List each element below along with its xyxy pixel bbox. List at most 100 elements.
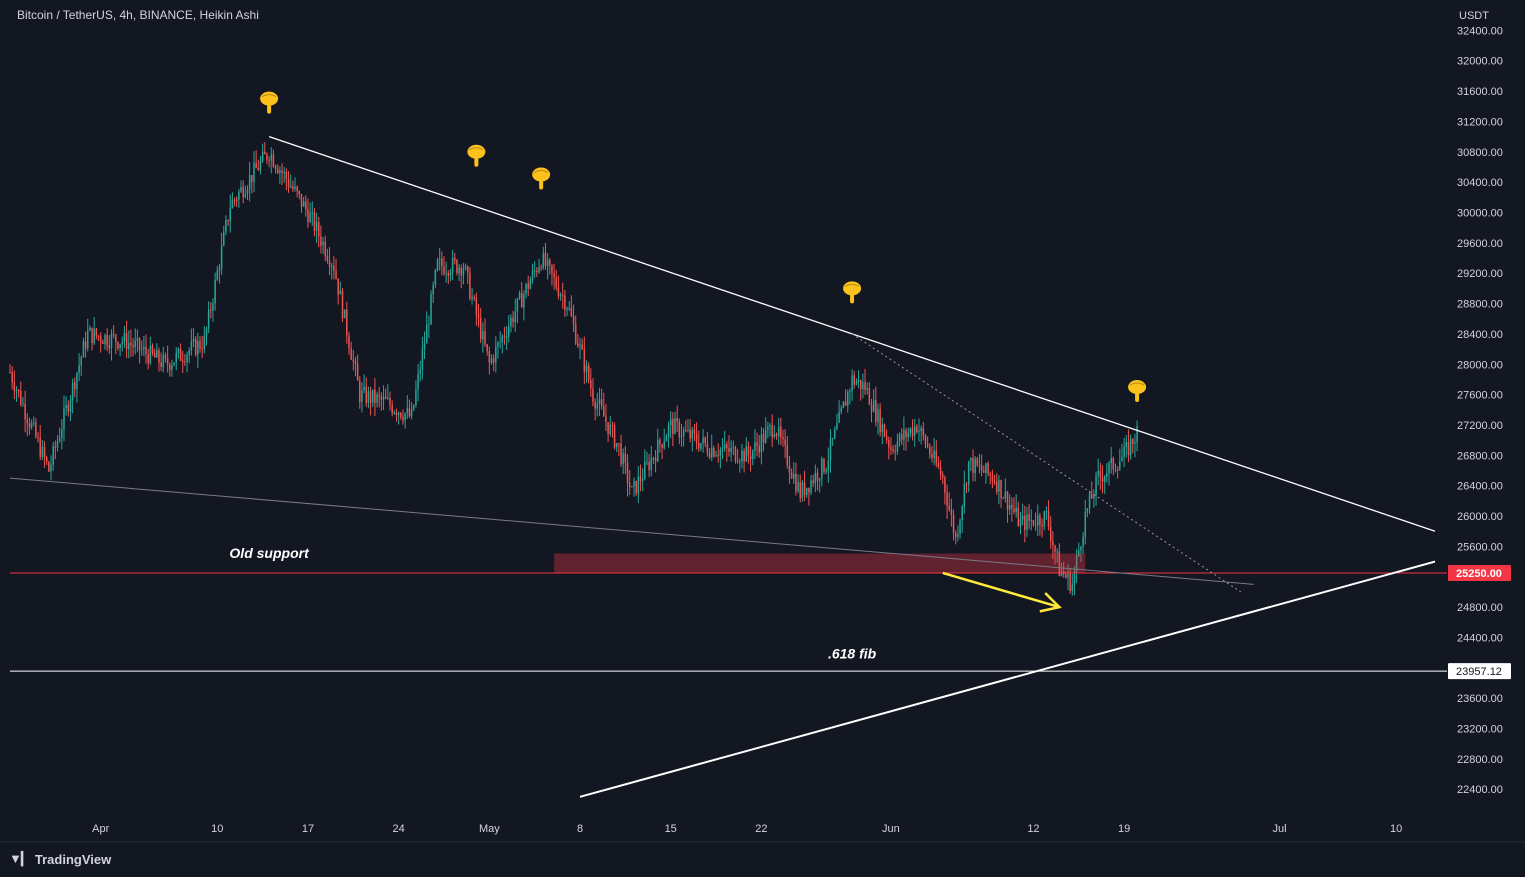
candle-body (823, 458, 825, 472)
lower-channel-line[interactable] (9, 477, 1254, 585)
candle-body (603, 406, 605, 417)
candle-body (607, 421, 609, 435)
candle-body (728, 448, 730, 453)
candle-body (1075, 555, 1078, 572)
time-tick-label: Jul (1273, 823, 1287, 835)
candle-body (1125, 441, 1128, 447)
candle-body (82, 341, 85, 358)
candle-body (652, 458, 655, 460)
candle-body (108, 345, 111, 348)
candle-body (689, 429, 691, 439)
candle-body (223, 231, 225, 246)
price-tick-label: 22800.00 (1457, 754, 1503, 766)
candle-body (544, 252, 547, 267)
candle-body (784, 439, 786, 445)
candle-body (283, 171, 285, 173)
pointing-hand-icon[interactable] (1128, 380, 1147, 403)
candle-body (233, 199, 236, 201)
time-tick-label: 22 (755, 823, 767, 835)
fib-label[interactable]: .618 fib (828, 646, 877, 662)
fib-618-line-badge (1448, 663, 1511, 680)
candle-body (1037, 515, 1039, 526)
candle-body (162, 354, 165, 368)
candle-body (149, 345, 152, 363)
pointing-hand-icon[interactable] (843, 281, 862, 304)
candle-body (1006, 491, 1009, 510)
candle-body (719, 449, 722, 456)
candle-body (413, 405, 415, 410)
candle-body (1086, 508, 1089, 512)
candle-body (808, 487, 810, 493)
candle-body (391, 405, 393, 413)
candle-body (1108, 463, 1110, 474)
candle-body (926, 444, 929, 447)
candle-body (620, 443, 622, 465)
yellow-arrow-head[interactable] (1039, 592, 1062, 613)
candle-body (942, 474, 944, 478)
candle-body (65, 404, 67, 409)
candle-body (853, 375, 855, 385)
candle-body (328, 260, 331, 267)
candle-body (592, 388, 594, 402)
candle-body (235, 199, 238, 201)
candle-body (913, 426, 916, 436)
candle-body (298, 191, 301, 194)
candle-body (315, 222, 318, 232)
candle-body (361, 390, 363, 402)
candle-body (566, 308, 568, 310)
candle-body (106, 334, 108, 346)
price-tick-label: 28400.00 (1457, 329, 1503, 341)
hand-knuckles (261, 94, 277, 98)
price-tick-label: 32400.00 (1457, 25, 1503, 37)
time-axis[interactable]: Apr 10 17 24 May 8 15 22 Jun 12 19 Jul 10 (0, 823, 1525, 843)
pointing-hand-icon[interactable] (260, 91, 279, 114)
time-tick-label: Apr (92, 823, 109, 835)
candle-body (313, 212, 316, 232)
candle-body (91, 327, 93, 344)
candle-body (184, 361, 186, 363)
candle-body (520, 292, 523, 308)
candle-body (687, 429, 689, 431)
candle-body (732, 447, 735, 449)
candle-body (1032, 519, 1035, 525)
candle-body (868, 388, 871, 405)
pointing-hand-icon[interactable] (532, 167, 551, 190)
ascending-support-line[interactable] (579, 560, 1436, 798)
candle-body (460, 267, 463, 276)
yellow-arrow-shaft[interactable] (942, 571, 1060, 609)
candle-body (799, 482, 802, 499)
candle-body (609, 424, 612, 435)
candle-body (702, 437, 704, 444)
candle-body (343, 309, 346, 319)
candle-body (931, 453, 933, 459)
candle-body (501, 336, 504, 343)
candle-body (13, 382, 16, 392)
candle-body (173, 362, 175, 366)
candle-body (37, 436, 39, 438)
pointing-hand-icon[interactable] (467, 144, 486, 167)
candle-body (961, 506, 963, 521)
candle-body (341, 290, 344, 319)
tradingview-brand[interactable]: ▼▎ TradingView (9, 851, 111, 867)
candle-body (676, 418, 678, 422)
candle-body (538, 267, 540, 273)
candle-body (225, 220, 227, 232)
candle-body (371, 389, 374, 403)
candle-body (1047, 510, 1050, 527)
candle-body (35, 422, 37, 437)
candle-body (1028, 514, 1030, 521)
old-support-label[interactable]: Old support (229, 545, 310, 561)
candle-body (646, 461, 648, 463)
candle-body (473, 296, 475, 299)
candle-body (933, 450, 935, 459)
chart-legend[interactable]: Bitcoin / TetherUS, 4h, BINANCE, Heikin … (17, 8, 259, 22)
candle-body (1129, 438, 1132, 456)
candle-body (447, 272, 450, 276)
price-axis[interactable]: USDT 32400.00 32000.00 31600.00 31200.00 3080… (1448, 10, 1511, 796)
candle-body (192, 339, 195, 342)
candle-body (61, 429, 63, 438)
candle-body (410, 409, 413, 417)
candle-body (1017, 507, 1020, 526)
candle-body (337, 278, 339, 295)
